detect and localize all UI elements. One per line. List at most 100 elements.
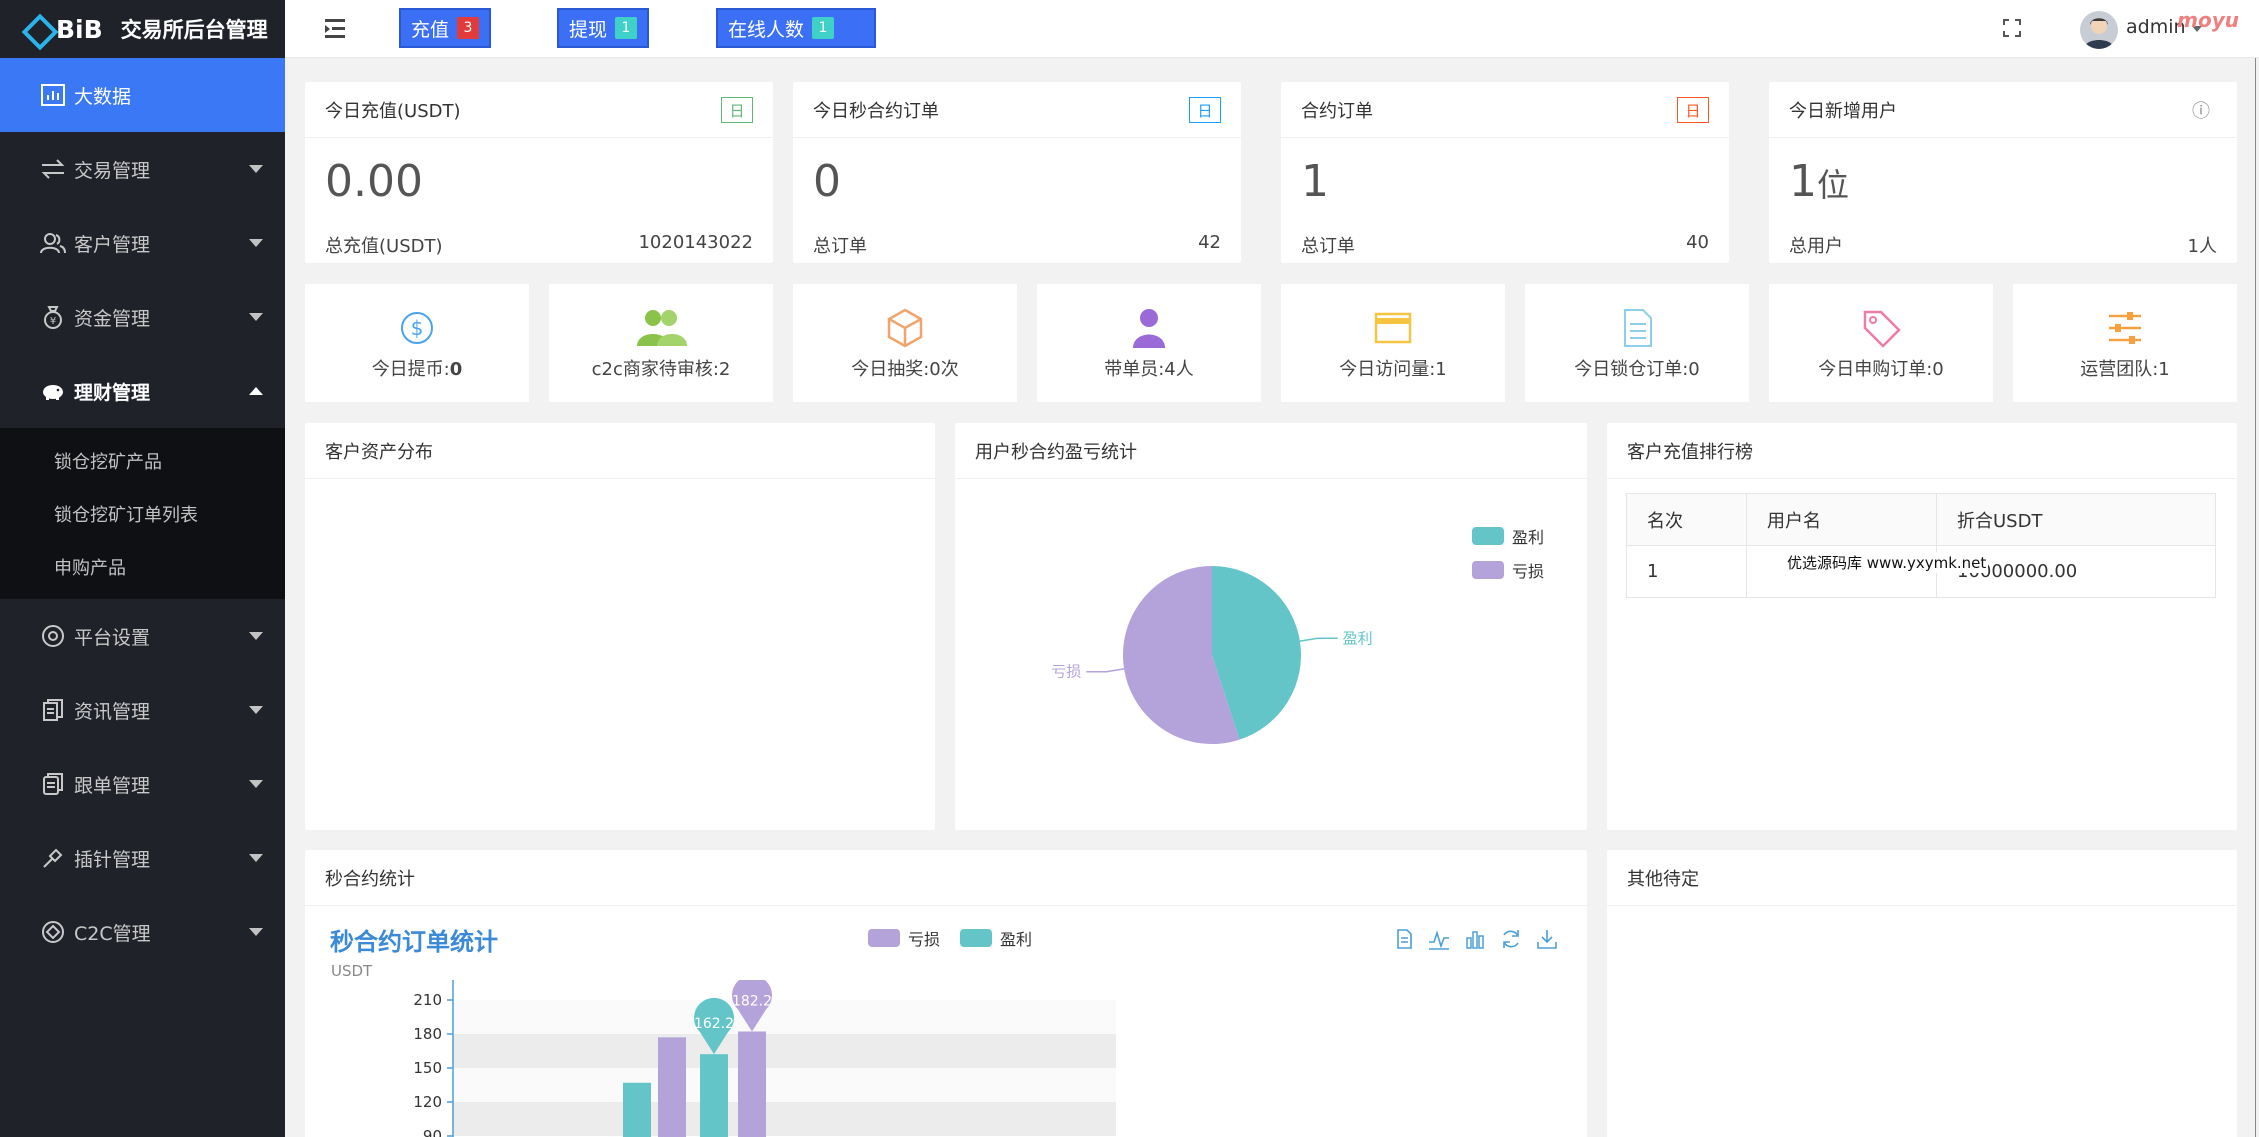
marker-label: 162.2: [694, 1016, 734, 1032]
bar-chart-icon[interactable]: [1464, 928, 1486, 950]
stat-value: 1: [1301, 156, 1329, 207]
info-icon[interactable]: ⓘ: [2192, 101, 2210, 122]
y-tick-label: 120: [413, 1093, 442, 1111]
ranking-table: 名次 用户名 折合USDT 1 10000000.00: [1626, 493, 2216, 598]
subnav-subscription-products[interactable]: 申购产品: [54, 557, 126, 579]
mini-stat-withdraw[interactable]: $ 今日提币:0: [305, 284, 529, 402]
legend-item-loss[interactable]: 亏损: [1472, 558, 1544, 582]
mini-stat-subscription-orders[interactable]: 今日申购订单:0: [1769, 284, 1993, 402]
svg-text:¥: ¥: [50, 316, 56, 327]
y-tick-label: 210: [413, 991, 442, 1009]
column-header: 用户名: [1746, 493, 1937, 546]
finance-submenu: 锁仓挖矿产品 锁仓挖矿订单列表 申购产品: [0, 428, 285, 599]
data-view-icon[interactable]: [1393, 928, 1415, 950]
sidebar-item-bigdata[interactable]: 大数据: [0, 58, 285, 132]
sidebar-item-trade[interactable]: 交易管理: [0, 132, 285, 206]
fullscreen-icon[interactable]: [2002, 18, 2022, 38]
tag-icon: [1859, 306, 1903, 350]
chevron-down-icon: [249, 239, 263, 247]
mini-stat-label: 今日抽奖:0次: [851, 359, 959, 380]
sidebar-item-news[interactable]: 资讯管理: [0, 673, 285, 747]
mini-stat-leaders[interactable]: 带单员:4人: [1037, 284, 1261, 402]
mini-stat-team[interactable]: 运营团队:1: [2013, 284, 2237, 402]
stat-card-recharge: 今日充值(USDT) 日 0.00 总充值(USDT) 1020143022: [305, 82, 773, 263]
stat-card-seconds-orders: 今日秒合约订单 日 0 总订单 42: [793, 82, 1241, 263]
pie-slice-profit[interactable]: [1212, 566, 1301, 740]
online-users-button[interactable]: 在线人数 1: [716, 8, 876, 48]
user-name[interactable]: admin: [2126, 16, 2186, 38]
stat-foot-label: 总订单: [1301, 236, 1355, 257]
card-icon: [1371, 306, 1415, 350]
chevron-down-icon: [249, 780, 263, 788]
grid-band: [453, 1034, 1116, 1068]
pie-label-line: [1086, 668, 1125, 673]
mini-stat-label: 运营团队:1: [2080, 359, 2170, 380]
stat-foot-value: 42: [1198, 232, 1221, 253]
chart-icon: [40, 82, 66, 108]
chevron-down-icon: [249, 165, 263, 173]
subnav-lock-mining-products[interactable]: 锁仓挖矿产品: [54, 451, 162, 473]
sliders-icon: [2103, 306, 2147, 350]
piggy-bank-icon: [40, 378, 66, 404]
mini-stat-label: 今日提币:0: [371, 359, 463, 380]
recharge-ranking-panel: 客户充值排行榜: [1607, 423, 2237, 830]
panel-title: 客户资产分布: [305, 423, 935, 479]
sidebar-item-copy-trading[interactable]: 跟单管理: [0, 747, 285, 821]
bar-profit[interactable]: [623, 1082, 651, 1137]
pie-slice-loss[interactable]: [1123, 566, 1240, 744]
menu-toggle-icon[interactable]: [325, 19, 347, 39]
period-tag: 日: [721, 97, 753, 123]
mini-stat-label: 今日申购订单:0: [1818, 359, 1944, 380]
pnl-stats-panel: 用户秒合约盈亏统计 盈利 亏损 盈利 亏损: [955, 423, 1587, 830]
bar-profit[interactable]: [700, 1054, 728, 1137]
mini-stat-label: 带单员:4人: [1104, 359, 1194, 380]
scrollbar[interactable]: [2255, 58, 2256, 1137]
subnav-lock-mining-orders[interactable]: 锁仓挖矿订单列表: [54, 504, 198, 526]
sidebar-item-pin[interactable]: 插针管理: [0, 821, 285, 895]
mini-stat-lock-orders[interactable]: 今日锁仓订单:0: [1525, 284, 1749, 402]
mini-stat-c2c-review[interactable]: c2c商家待审核:2: [549, 284, 773, 402]
recharge-button[interactable]: 充值 3: [399, 8, 492, 48]
app-logo[interactable]: BiB 交易所后台管理: [0, 0, 285, 58]
mini-stat-label: 今日访问量:1: [1339, 359, 1447, 380]
bar-loss[interactable]: [738, 1031, 766, 1137]
sidebar-item-platform-settings[interactable]: 平台设置: [0, 599, 285, 673]
sidebar-item-customers[interactable]: 客户管理: [0, 206, 285, 280]
list-doc-icon: [1615, 306, 1659, 350]
pie-label-profit: 盈利: [1343, 629, 1373, 647]
chevron-down-icon[interactable]: [2192, 26, 2202, 32]
logo-text: BiB: [56, 14, 103, 44]
grid-band: [453, 1000, 1116, 1034]
avatar[interactable]: [2080, 11, 2118, 49]
legend-item-profit[interactable]: 盈利: [960, 926, 1032, 950]
table-header-row: 名次 用户名 折合USDT: [1626, 493, 2216, 546]
sidebar-item-label: 资讯管理: [74, 700, 151, 723]
stat-value: 0: [813, 156, 841, 207]
marker-pin[interactable]: [694, 997, 734, 1055]
chevron-down-icon: [249, 854, 263, 862]
seconds-contract-bar-chart: 210 180 150 120 90 162.2 182.2: [413, 980, 1116, 1137]
sidebar-item-c2c[interactable]: C2C管理: [0, 895, 285, 969]
download-icon[interactable]: [1536, 928, 1558, 950]
bar-loss[interactable]: [658, 1037, 686, 1137]
mini-stat-lottery[interactable]: 今日抽奖:0次: [793, 284, 1017, 402]
marker-pin[interactable]: [732, 980, 772, 1032]
withdraw-button[interactable]: 提现 1: [557, 8, 650, 48]
chevron-down-icon: [249, 313, 263, 321]
sidebar-item-label: 客户管理: [74, 233, 151, 256]
refresh-icon[interactable]: [1500, 928, 1522, 950]
sidebar-item-label: 跟单管理: [74, 774, 151, 797]
button-label: 在线人数: [728, 18, 805, 41]
sidebar-item-finance[interactable]: 理财管理: [0, 354, 285, 428]
online-users-badge: 1: [812, 17, 835, 39]
legend-item-profit[interactable]: 盈利: [1472, 524, 1544, 548]
grid-band: [453, 1102, 1116, 1136]
mini-stat-visits[interactable]: 今日访问量:1: [1281, 284, 1505, 402]
legend-item-loss[interactable]: 亏损: [868, 926, 940, 950]
line-chart-icon[interactable]: [1428, 928, 1450, 950]
stat-foot-value: 1020143022: [638, 232, 753, 253]
sidebar-item-label: 大数据: [74, 85, 132, 108]
sidebar-item-label: C2C管理: [74, 922, 151, 945]
sidebar-item-funds[interactable]: ¥ 资金管理: [0, 280, 285, 354]
